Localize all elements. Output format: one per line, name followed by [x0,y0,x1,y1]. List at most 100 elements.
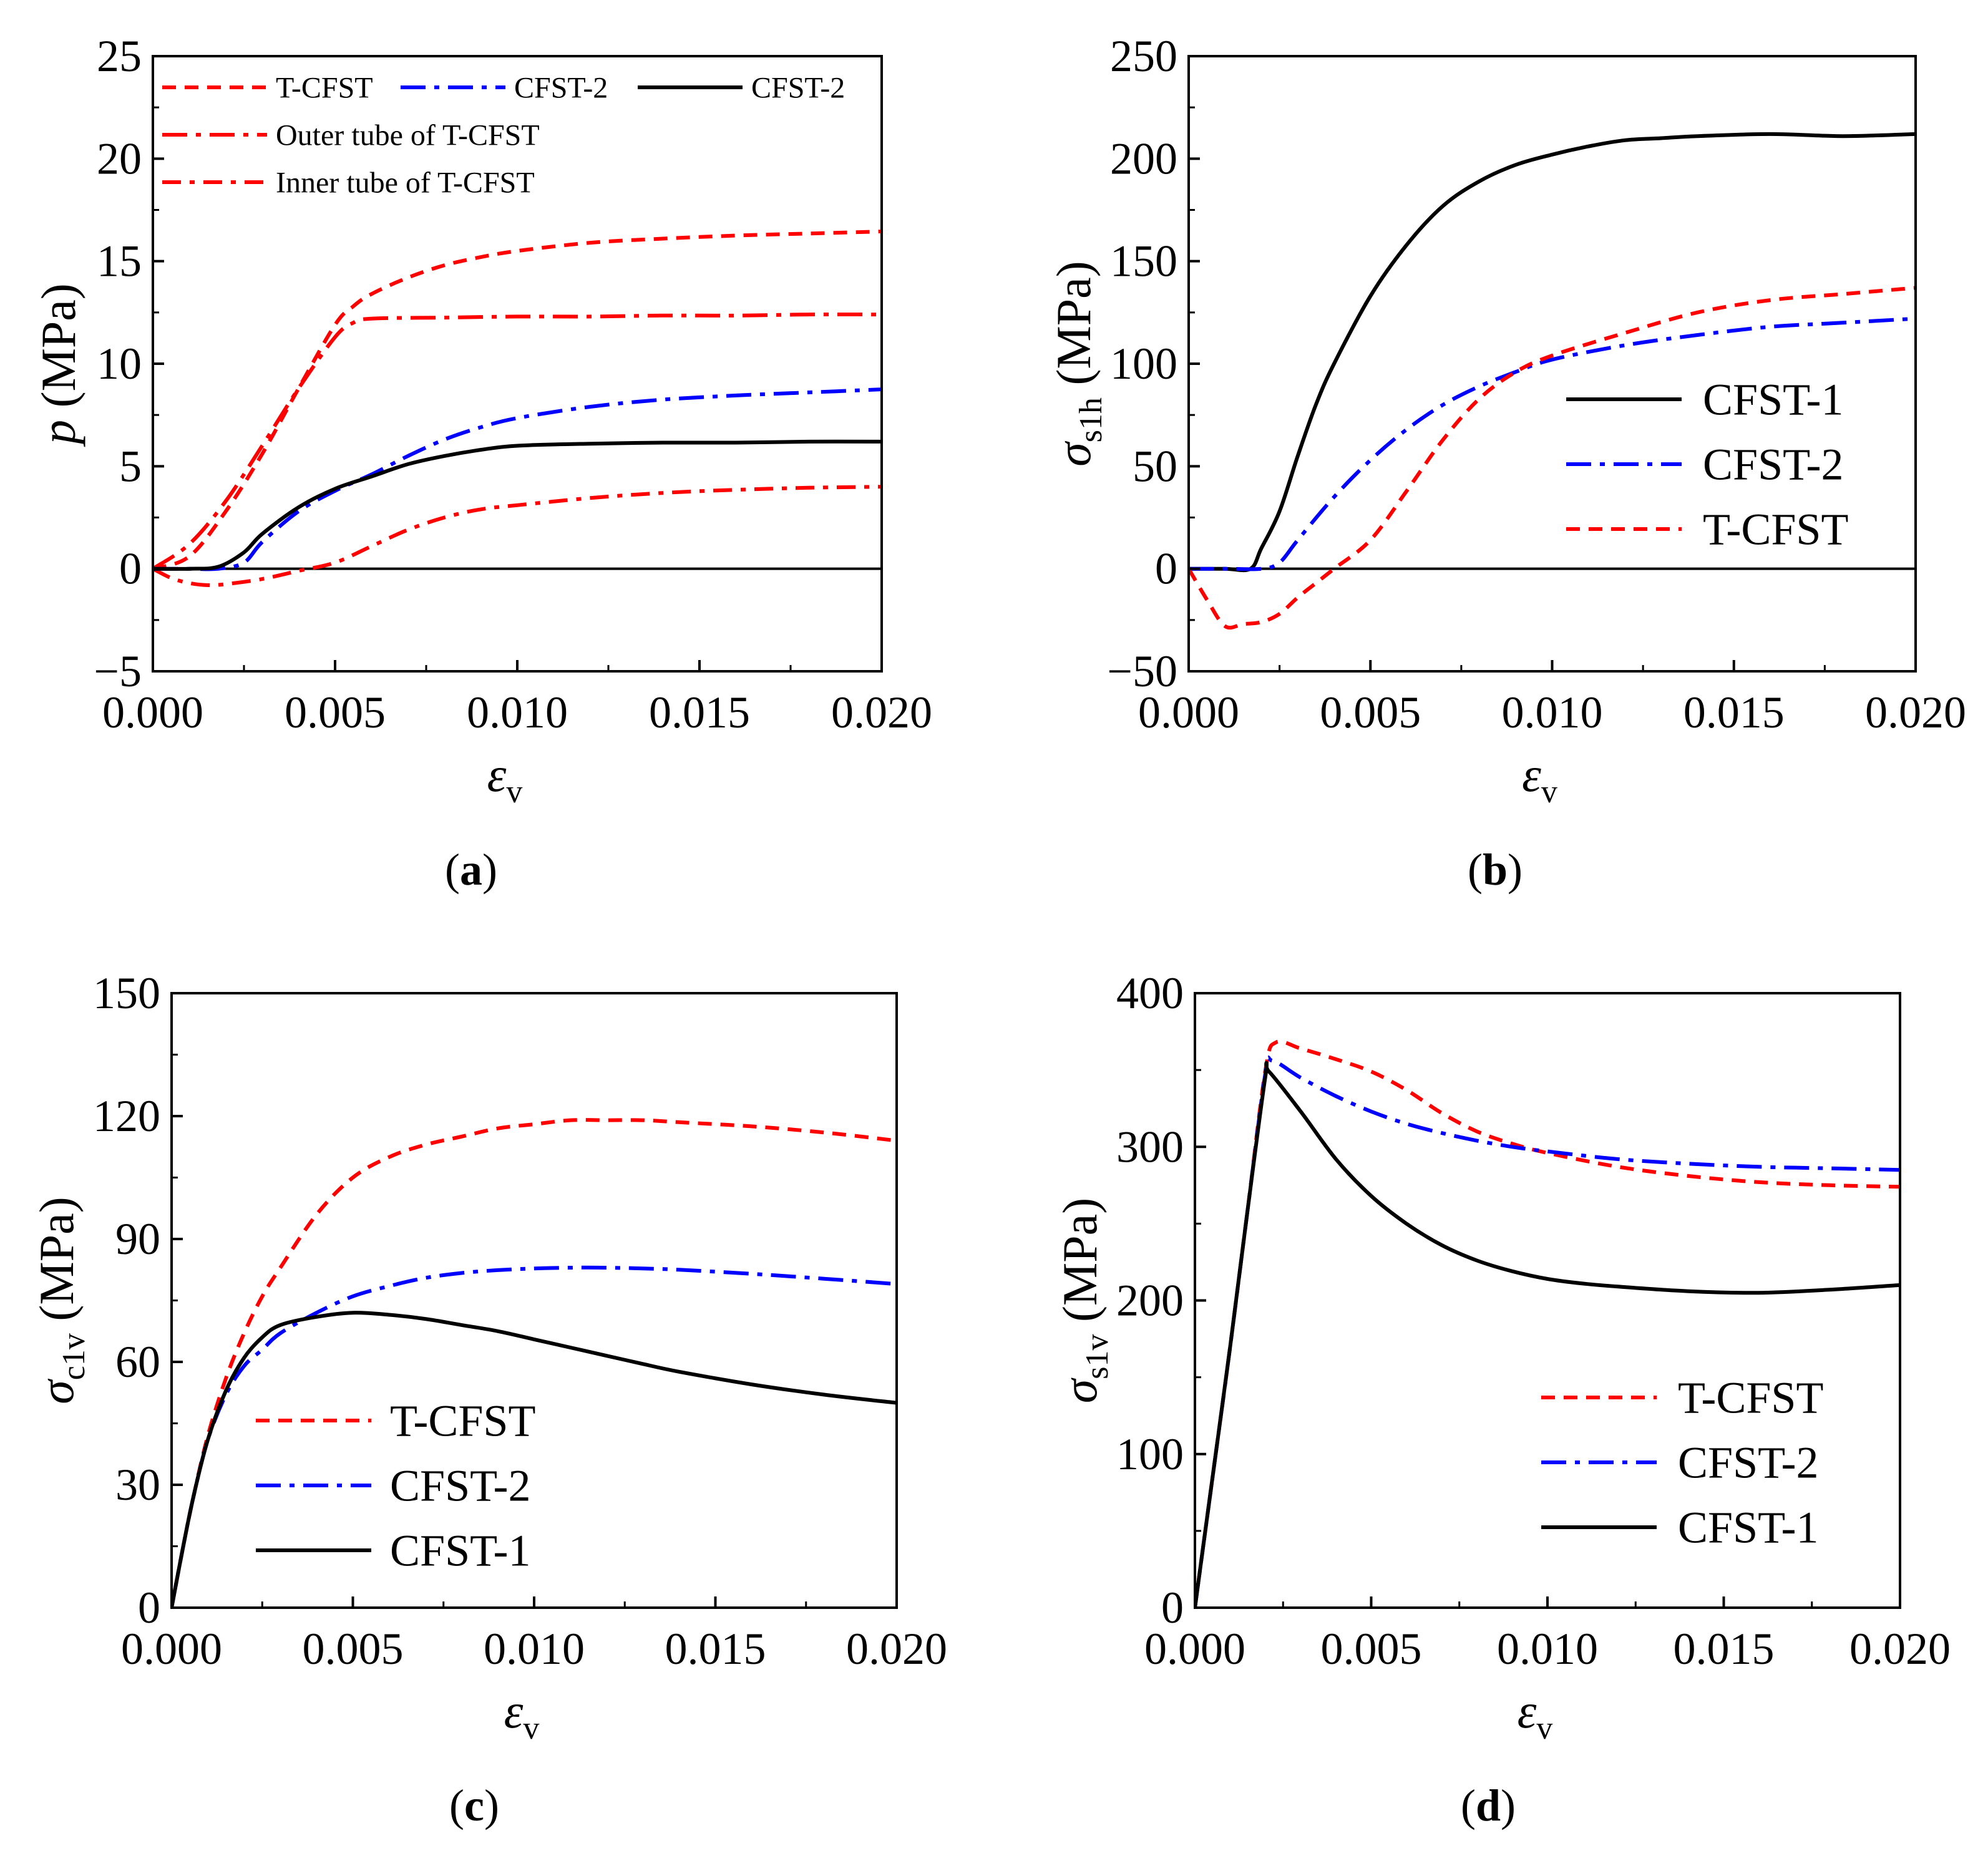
legend-label: CFST-1 [1678,1502,1818,1552]
y-axis-subscript: s1v [1079,1334,1115,1379]
x-tick-label: 0.010 [467,687,568,737]
y-axis-title: σc1v (MPa) [29,1197,92,1404]
chart-panel-a: 0.000 0.005 0.010 0.015 0.020 −5 0 5 10 15 20 25 εv p… [31,31,932,895]
y-tick-label: 60 [115,1337,160,1387]
panel-label-letter: d [1476,1781,1501,1830]
legend: T-CFST CFST-2 CFST-1 [1541,1373,1823,1552]
y-tick-label: 150 [93,968,160,1018]
x-tick-label: 0.005 [1320,687,1421,737]
series-line-cfst-1 [1189,132,1916,573]
y-tick-label: 200 [1116,1276,1184,1326]
legend-label: CFST-2 [1703,439,1843,489]
y-tick-label: 250 [1110,31,1177,81]
x-tick-label: 0.010 [1497,1624,1598,1674]
panel-label-close: ) [484,1781,499,1830]
panel-label-open: ( [449,1781,464,1830]
y-tick-label: 120 [93,1091,160,1141]
panel-label: (c) [449,1781,499,1830]
y-tick-label: 300 [1116,1122,1184,1172]
y-axis-unit: (MPa) [29,1197,84,1333]
series-line-inner tube of t-cfst [153,485,882,588]
legend-label: CFST-2 [1678,1437,1818,1487]
series-line-t-cfst [1189,286,1916,630]
y-tick-label: −50 [1107,646,1177,696]
legend-label: Inner tube of T-CFST [276,166,535,199]
y-tick-label: 0 [138,1583,160,1633]
panel-label-letter: b [1483,845,1508,895]
y-axis-unit: (MPa) [31,283,85,420]
legend: T-CFST CFST-2 CFST-2 Outer tube of T-CFST In… [162,71,845,199]
plot-frame [1187,55,1917,673]
y-tick-label: −5 [94,646,142,696]
y-axis-unit: (MPa) [1053,1198,1107,1334]
chart-panel-d: 0.000 0.005 0.010 0.015 0.020 0 100 200 300 400 εv… [1053,968,1951,1830]
x-tick-label: 0.005 [303,1624,404,1674]
x-tick-label: 0.010 [484,1624,585,1674]
y-axis-symbol: σ [29,1379,84,1404]
y-axis-unit: (MPa) [1046,261,1101,397]
series-line-t-cfst [1195,1039,1900,1608]
y-tick-label: 100 [1110,339,1177,389]
y-tick-label: 400 [1116,968,1184,1018]
x-axis-symbol: ε [504,1684,524,1738]
legend-label: CFST-1 [1703,374,1843,424]
panel-label-open: ( [445,845,460,895]
x-axis-symbol: ε [487,747,507,802]
y-tick-label: 5 [119,441,142,491]
chart-panel-b: 0.000 0.005 0.010 0.015 0.020 −50 0 50 100 150 200… [1046,31,1966,895]
y-axis-title: p (MPa) [31,283,85,447]
x-axis-title: εv [504,1684,540,1746]
x-axis-symbol: ε [1518,1684,1537,1738]
x-axis-subscript: v [506,774,522,810]
series-line-t-cfst [172,1118,897,1608]
series-line-cfst-1 [1195,1061,1900,1608]
panel-label: (b) [1468,845,1523,895]
x-axis-subscript: v [1541,774,1557,810]
legend-label: T-CFST [1678,1373,1823,1422]
x-tick-label: 0.010 [1502,687,1603,737]
x-axis-symbol: ε [1522,747,1541,802]
y-tick-label: 100 [1116,1429,1184,1479]
series-line-cfst-2 [1189,316,1916,571]
y-tick-label: 0 [119,544,142,594]
y-tick-label: 200 [1110,134,1177,183]
x-tick-label: 0.015 [649,687,750,737]
chart-panel-c: 0.000 0.005 0.010 0.015 0.020 0 30 60 90 120 150 εv… [29,968,947,1830]
x-axis-title: εv [1518,1684,1553,1746]
y-axis-symbol: σ [1046,441,1101,467]
y-axis-subscript: s1h [1073,397,1109,442]
y-axis-subscript: c1v [56,1333,92,1380]
panel-label-close: ) [1501,1781,1516,1830]
y-tick-label: 15 [97,236,142,286]
y-tick-label: 90 [115,1214,160,1264]
y-tick-label: 20 [97,134,142,183]
panel-label-open: ( [1468,845,1483,895]
y-tick-label: 0 [1155,544,1177,594]
legend-label: CFST-2 [751,71,845,104]
legend-label: T-CFST [276,71,373,104]
y-tick-label: 25 [97,31,142,81]
x-tick-label: 0.000 [102,687,203,737]
legend-label: CFST-2 [390,1460,530,1510]
x-tick-label: 0.005 [285,687,386,737]
legend-label: CFST-1 [390,1525,530,1575]
x-tick-label: 0.020 [1865,687,1966,737]
x-tick-label: 0.000 [121,1624,222,1674]
legend: CFST-1 CFST-2 T-CFST [1566,374,1848,554]
plot-frame [170,992,898,1609]
series-line-cfst-2 [153,387,882,571]
series-line-cfst-2 [153,439,882,571]
y-axis-title: σs1v (MPa) [1053,1198,1115,1404]
y-tick-label: 50 [1133,441,1177,491]
panel-label-open: ( [1461,1781,1476,1830]
y-axis-title: σs1h (MPa) [1046,261,1109,467]
series-line-outer tube of t-cfst [153,312,882,571]
x-axis-subscript: v [523,1711,539,1746]
x-tick-label: 0.000 [1138,687,1239,737]
panel-label-close: ) [482,845,497,895]
panel-label-letter: a [460,845,482,895]
x-tick-label: 0.005 [1321,1624,1422,1674]
x-tick-label: 0.020 [831,687,932,737]
legend-label: CFST-2 [514,71,608,104]
